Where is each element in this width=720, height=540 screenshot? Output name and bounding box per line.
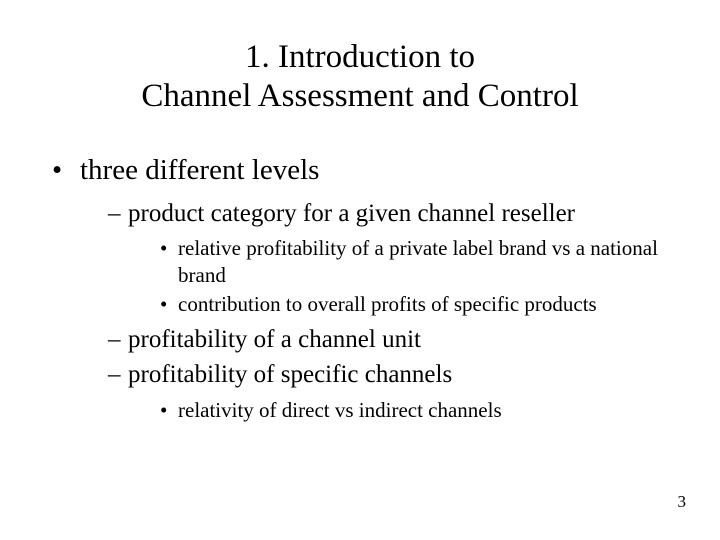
list-item: profitability of specific channels relat… bbox=[108, 359, 682, 423]
bullet-text: profitability of a channel unit bbox=[128, 326, 421, 353]
bullet-text: three different levels bbox=[80, 154, 319, 186]
bullet-text: profitability of specific channels bbox=[128, 361, 452, 388]
bullet-list-level-2: product category for a given channel res… bbox=[80, 198, 682, 423]
list-item: profitability of a channel unit bbox=[108, 324, 682, 355]
list-item: relativity of direct vs indirect channel… bbox=[160, 397, 682, 424]
list-item: relative profitability of a private labe… bbox=[160, 235, 682, 289]
bullet-text: product category for a given channel res… bbox=[128, 200, 575, 227]
list-item: three different levels product category … bbox=[48, 152, 682, 424]
bullet-list-level-3: relative profitability of a private labe… bbox=[128, 235, 682, 318]
page-number: 3 bbox=[678, 492, 687, 512]
title-line-2: Channel Assessment and Control bbox=[141, 78, 578, 114]
title-line-1: 1. Introduction to bbox=[245, 39, 475, 75]
bullet-text: relative profitability of a private labe… bbox=[178, 236, 658, 287]
list-item: contribution to overall profits of speci… bbox=[160, 291, 682, 318]
bullet-text: relativity of direct vs indirect channel… bbox=[178, 398, 502, 422]
bullet-list-level-1: three different levels product category … bbox=[38, 152, 682, 424]
bullet-list-level-3: relativity of direct vs indirect channel… bbox=[128, 397, 682, 424]
bullet-text: contribution to overall profits of speci… bbox=[178, 292, 597, 316]
slide-title: 1. Introduction to Channel Assessment an… bbox=[38, 38, 682, 116]
list-item: product category for a given channel res… bbox=[108, 198, 682, 318]
